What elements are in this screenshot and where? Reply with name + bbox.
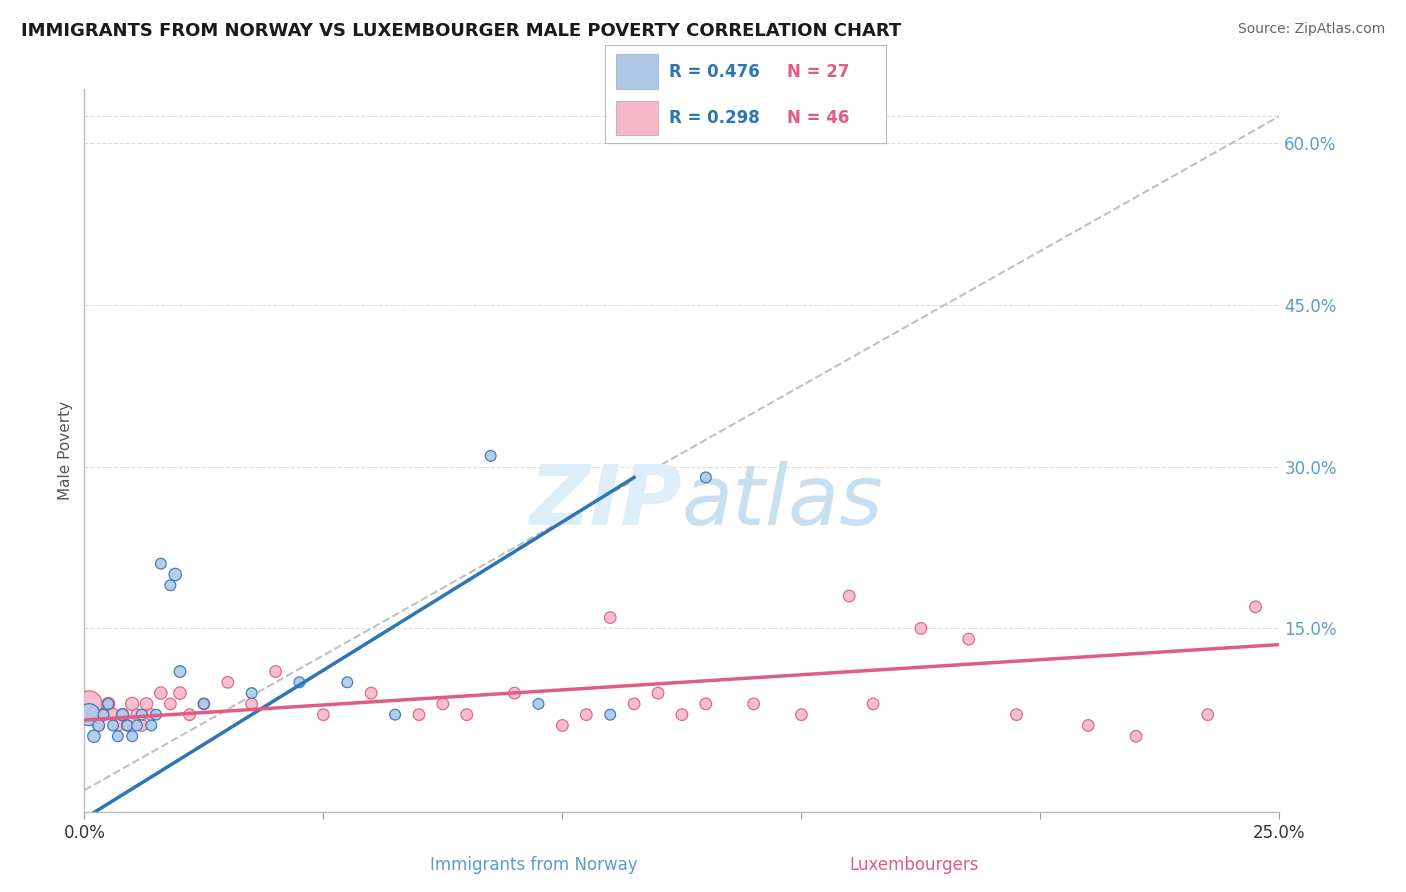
Text: ZIP: ZIP: [529, 460, 682, 541]
Point: [1125, 729, 1147, 743]
Point: [77, 697, 100, 711]
Point: [111, 707, 134, 722]
Point: [551, 718, 574, 732]
Point: [107, 729, 129, 743]
Point: [527, 697, 550, 711]
Point: [742, 697, 765, 711]
Point: [93, 707, 115, 722]
Point: [121, 697, 143, 711]
Point: [671, 707, 693, 722]
Point: [165, 567, 187, 582]
Text: N = 27: N = 27: [787, 63, 849, 81]
Point: [159, 578, 181, 592]
Text: Luxembourgers: Luxembourgers: [849, 855, 979, 873]
Point: [141, 707, 163, 722]
Text: atlas: atlas: [682, 460, 883, 541]
Point: [623, 697, 645, 711]
Point: [1244, 599, 1267, 614]
Text: Source: ZipAtlas.com: Source: ZipAtlas.com: [1237, 22, 1385, 37]
Point: [479, 449, 502, 463]
Point: [169, 665, 191, 679]
Bar: [616, 101, 658, 135]
Point: [647, 686, 669, 700]
Point: [145, 707, 167, 722]
Bar: [616, 54, 658, 89]
Point: [87, 718, 110, 732]
Point: [93, 707, 115, 722]
Point: [1005, 707, 1028, 722]
Point: [149, 557, 172, 571]
Point: [77, 707, 100, 722]
Point: [193, 697, 215, 711]
Point: [159, 697, 181, 711]
Point: [1077, 718, 1099, 732]
Point: [149, 686, 172, 700]
Point: [862, 697, 884, 711]
Point: [193, 697, 215, 711]
Y-axis label: Male Poverty: Male Poverty: [58, 401, 73, 500]
Text: IMMIGRANTS FROM NORWAY VS LUXEMBOURGER MALE POVERTY CORRELATION CHART: IMMIGRANTS FROM NORWAY VS LUXEMBOURGER M…: [21, 22, 901, 40]
Point: [131, 718, 153, 732]
Point: [456, 707, 478, 722]
Point: [790, 707, 813, 722]
Point: [288, 675, 311, 690]
Point: [264, 665, 287, 679]
Point: [141, 718, 163, 732]
Point: [957, 632, 980, 647]
Text: Immigrants from Norway: Immigrants from Norway: [430, 855, 638, 873]
Point: [97, 697, 120, 711]
Point: [97, 697, 120, 711]
Point: [910, 621, 932, 635]
Point: [312, 707, 335, 722]
Point: [83, 707, 105, 722]
Point: [101, 718, 124, 732]
Point: [131, 707, 153, 722]
Text: R = 0.476: R = 0.476: [669, 63, 761, 81]
Point: [179, 707, 201, 722]
Point: [599, 610, 621, 624]
Point: [695, 697, 717, 711]
Point: [217, 675, 239, 690]
Point: [575, 707, 598, 722]
Point: [408, 707, 430, 722]
Point: [117, 718, 139, 732]
Point: [695, 470, 717, 484]
Point: [107, 718, 129, 732]
Point: [101, 707, 124, 722]
Point: [599, 707, 621, 722]
Text: N = 46: N = 46: [787, 109, 849, 128]
Point: [336, 675, 359, 690]
Point: [121, 729, 143, 743]
Point: [87, 718, 110, 732]
Point: [384, 707, 406, 722]
Point: [117, 718, 139, 732]
Point: [838, 589, 860, 603]
Point: [432, 697, 454, 711]
Point: [135, 697, 157, 711]
Point: [240, 697, 263, 711]
Point: [83, 729, 105, 743]
Point: [1197, 707, 1219, 722]
Text: R = 0.298: R = 0.298: [669, 109, 761, 128]
Point: [360, 686, 382, 700]
Point: [503, 686, 526, 700]
Point: [169, 686, 191, 700]
Point: [125, 707, 148, 722]
Point: [125, 718, 148, 732]
Point: [240, 686, 263, 700]
Point: [111, 707, 134, 722]
